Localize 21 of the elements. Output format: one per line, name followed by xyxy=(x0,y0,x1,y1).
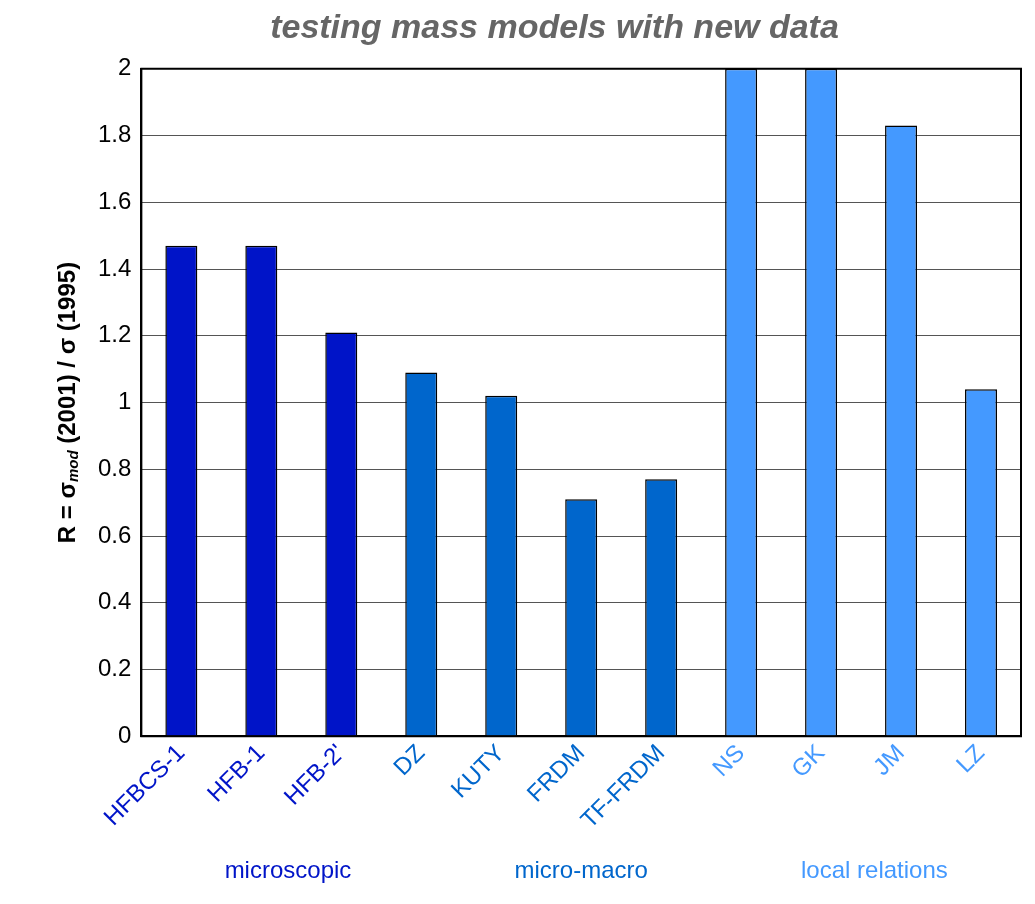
y-tick-label: 0.6 xyxy=(97,520,132,548)
y-tick-label: 1 xyxy=(118,387,132,415)
y-tick-label: 0.2 xyxy=(97,654,132,682)
y-tick-label: 1.8 xyxy=(97,120,132,148)
x-tick-label: NS xyxy=(706,738,750,782)
y-tick-label: 0 xyxy=(118,720,132,748)
text: local relations xyxy=(801,856,948,883)
text: microscopic xyxy=(224,856,352,883)
x-tick-label: JM xyxy=(867,738,910,781)
y-tick-label: 0.4 xyxy=(97,587,132,615)
y-axis-title: R = σmod (2001) / σ (1995) xyxy=(52,261,82,544)
x-tick-label: DZ xyxy=(387,738,430,781)
y-tick-label: 0.8 xyxy=(97,453,132,481)
y-tick-label: 1.4 xyxy=(97,253,132,281)
y-tick-label: 2 xyxy=(118,53,132,81)
x-tick-label: GK xyxy=(785,738,830,783)
x-tick-label: LZ xyxy=(950,738,990,778)
y-tick-label: 1.2 xyxy=(97,320,132,348)
chart-title: testing mass models with new data xyxy=(270,6,839,45)
y-tick-label: 1.6 xyxy=(97,186,132,214)
text: micro-macro xyxy=(514,856,648,883)
